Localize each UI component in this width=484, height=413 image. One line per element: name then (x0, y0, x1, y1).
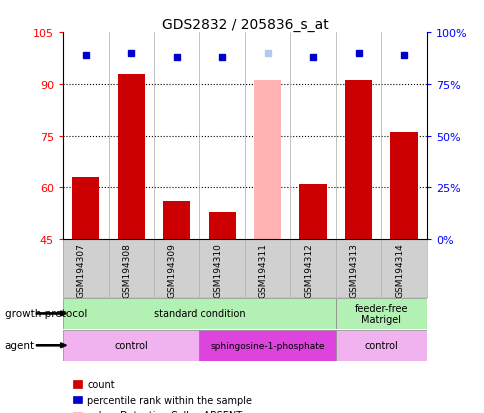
Bar (72, 178, 99, 240)
Text: standard condition: standard condition (153, 309, 245, 319)
Bar (117, 74, 145, 240)
Text: growth protocol: growth protocol (5, 309, 87, 319)
Text: GSM194311: GSM194311 (258, 242, 267, 297)
Text: GSM194310: GSM194310 (213, 242, 222, 297)
Bar (335, 330, 426, 361)
Bar (390, 133, 417, 240)
Text: percentile rank within the sample: percentile rank within the sample (87, 395, 252, 405)
Text: GSM194308: GSM194308 (122, 242, 131, 297)
Text: count: count (87, 379, 115, 389)
Bar (254, 81, 281, 240)
Text: GSM194314: GSM194314 (394, 242, 403, 297)
Bar (344, 81, 372, 240)
Text: value, Detection Call = ABSENT: value, Detection Call = ABSENT (87, 411, 242, 413)
Bar (335, 298, 426, 329)
Text: GSM194312: GSM194312 (303, 242, 313, 297)
Text: GSM194313: GSM194313 (349, 242, 358, 297)
Text: control: control (114, 340, 148, 351)
Bar (163, 202, 190, 240)
Title: GDS2832 / 205836_s_at: GDS2832 / 205836_s_at (161, 18, 328, 32)
Bar (63, 330, 199, 361)
Text: agent: agent (5, 340, 35, 351)
Text: GSM194309: GSM194309 (167, 242, 176, 297)
Bar (63, 298, 335, 329)
Text: control: control (363, 340, 397, 351)
Text: feeder-free
Matrigel: feeder-free Matrigel (354, 303, 407, 325)
Text: GSM194307: GSM194307 (76, 242, 86, 297)
Bar (208, 212, 235, 240)
Bar (299, 185, 326, 240)
Text: sphingosine-1-phosphate: sphingosine-1-phosphate (210, 341, 324, 350)
Bar (199, 330, 335, 361)
